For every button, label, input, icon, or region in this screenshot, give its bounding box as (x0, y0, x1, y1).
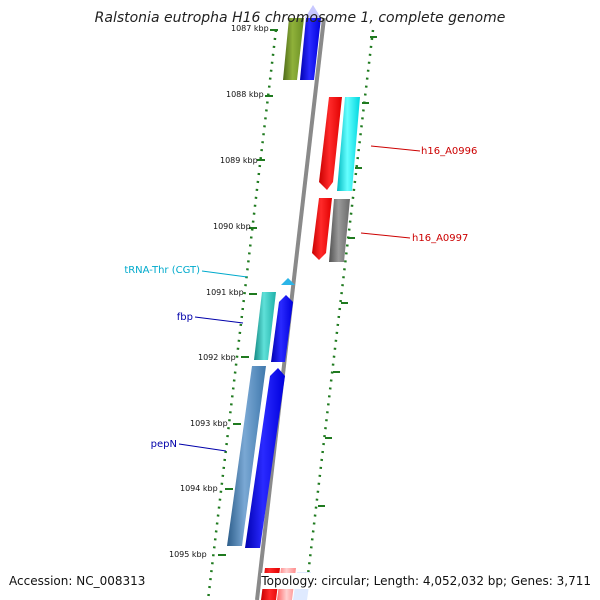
leader-pepN (178, 443, 227, 452)
kbp-label-1094: 1094 kbp (180, 484, 218, 493)
gene-h16-A0997-gray[interactable] (329, 199, 350, 262)
kbp-label-1091: 1091 kbp (206, 288, 244, 297)
accession-label: Accession: NC_008313 (9, 573, 146, 589)
kbp-labels: 1087 kbp 1088 kbp 1089 kbp 1090 kbp 1091… (169, 24, 269, 559)
map-title: Ralstonia eutropha H16 chromosome 1, com… (94, 10, 506, 26)
inner-kbp-ticks (218, 29, 278, 556)
leader-h16-A0996 (370, 145, 421, 152)
trna-thr-marker[interactable] (281, 278, 295, 285)
gene-fbp-teal[interactable] (254, 292, 276, 360)
gene-label-fbp[interactable]: fbp (177, 312, 193, 323)
kbp-label-1089: 1089 kbp (220, 156, 258, 165)
gene-pepN-blue[interactable] (245, 368, 285, 548)
gene-label-trna-thr[interactable]: tRNA-Thr (CGT) (124, 265, 200, 276)
leader-trna-thr (201, 270, 248, 278)
kbp-label-1093: 1093 kbp (190, 419, 228, 428)
gene-h16-A0996-cyan[interactable] (337, 97, 360, 191)
outer-minor-ticks (318, 36, 377, 507)
gene-h16-A0996-red[interactable] (319, 97, 342, 190)
gene-blue-top[interactable] (300, 18, 321, 80)
gene-h16-A0997-red[interactable] (312, 198, 332, 260)
leader-h16-A0997 (360, 232, 411, 239)
gene-pepN-steel[interactable] (227, 366, 266, 546)
gene-fbp-blue[interactable] (271, 295, 293, 362)
gene-olive[interactable] (283, 18, 304, 80)
gene-blue-top-arrowhead (305, 5, 321, 18)
gene-label-h16-A0997[interactable]: h16_A0997 (412, 233, 468, 244)
leader-fbp (194, 316, 244, 324)
genome-stats-label: Topology: circular; Length: 4,052,032 bp… (261, 573, 591, 589)
kbp-label-1095: 1095 kbp (169, 550, 207, 559)
kbp-label-1092: 1092 kbp (198, 353, 236, 362)
gene-label-pepN[interactable]: pepN (151, 439, 177, 450)
kbp-label-1090: 1090 kbp (213, 222, 251, 231)
kbp-label-1088: 1088 kbp (226, 90, 264, 99)
kbp-label-1087: 1087 kbp (231, 24, 269, 33)
gene-label-h16-A0996[interactable]: h16_A0996 (421, 146, 477, 157)
